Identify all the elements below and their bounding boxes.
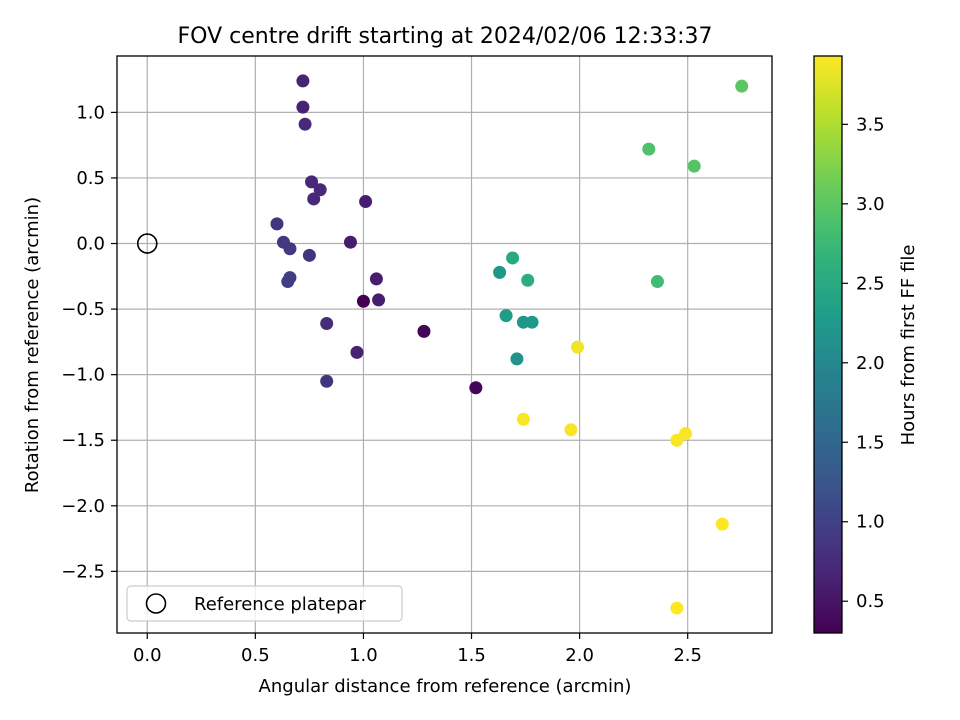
data-point [313,183,327,197]
colorbar-ticks: 0.5 1.0 1.5 2.0 2.5 3.0 3.5 [842,114,885,612]
grid [117,56,772,633]
y-tick-label: −1.0 [61,365,105,386]
colorbar-tick-label: 3.0 [856,194,885,215]
x-tick-label: 2.0 [565,645,594,666]
colorbar-tick-label: 1.0 [856,512,885,533]
data-point [525,315,539,329]
data-point [493,265,507,279]
data-point [281,275,295,289]
data-point [356,294,370,308]
data-point [296,100,310,114]
data-point [521,273,535,287]
data-point [369,272,383,286]
data-point [270,217,284,231]
y-tick-label: −2.5 [61,561,105,582]
data-point [359,195,373,209]
data-point [570,340,584,354]
colorbar-tick-label: 2.0 [856,353,885,374]
legend-label-reference: Reference platepar [194,594,366,615]
y-tick-label: −0.5 [61,299,105,320]
x-tick-label: 0.0 [133,645,162,666]
data-point [305,175,319,189]
data-point [343,235,357,249]
y-tick-label: 1.0 [76,102,105,123]
data-point [302,248,316,262]
y-tick-label: −1.5 [61,430,105,451]
x-axis-label: Angular distance from reference (arcmin) [259,676,632,697]
data-point [679,427,693,441]
data-point [296,74,310,88]
y-axis-label: Rotation from reference (arcmin) [22,197,43,493]
x-tick-label: 1.0 [349,645,378,666]
data-points [270,74,749,615]
data-point [510,352,524,366]
data-point [298,117,312,131]
legend-marker-reference [145,593,167,614]
data-point [564,423,578,437]
x-tick-label: 1.5 [457,645,486,666]
data-point [642,142,656,156]
colorbar [813,55,843,634]
data-point [283,242,297,256]
data-point [307,192,321,206]
legend-box [126,585,403,622]
data-point [320,317,334,331]
y-tick-label: 0.0 [76,234,105,255]
data-point [516,412,530,426]
data-point [650,275,664,289]
y-tick-label: 0.5 [76,168,105,189]
colorbar-tick-label: 0.5 [856,591,885,612]
x-axis-ticks: 0.0 0.5 1.0 1.5 2.0 2.5 [133,633,702,666]
data-point [499,309,513,323]
colorbar-label: Hours from first FF file [898,245,919,446]
x-tick-label: 0.5 [241,645,270,666]
data-point [469,381,483,395]
data-point [687,159,701,173]
y-tick-label: −2.0 [61,496,105,517]
data-point [715,517,729,531]
reference-platepar-marker [136,233,158,254]
x-tick-label: 2.5 [673,645,702,666]
colorbar-tick-label: 1.5 [856,432,885,453]
colorbar-tick-label: 2.5 [856,273,885,294]
data-point [417,324,431,338]
data-point [350,345,364,359]
legend: Reference platepar [126,585,403,622]
plot-frame [116,55,773,634]
data-point [372,293,386,307]
data-point [320,374,334,388]
y-axis-ticks: 1.0 0.5 0.0 −0.5 −1.0 −1.5 −2.0 −2.5 [61,102,117,582]
data-point [735,79,749,93]
colorbar-tick-label: 3.5 [856,114,885,135]
chart-title: FOV centre drift starting at 2024/02/06 … [178,24,713,49]
data-point [506,251,520,265]
data-point [670,601,684,615]
reference-layer [136,233,158,254]
